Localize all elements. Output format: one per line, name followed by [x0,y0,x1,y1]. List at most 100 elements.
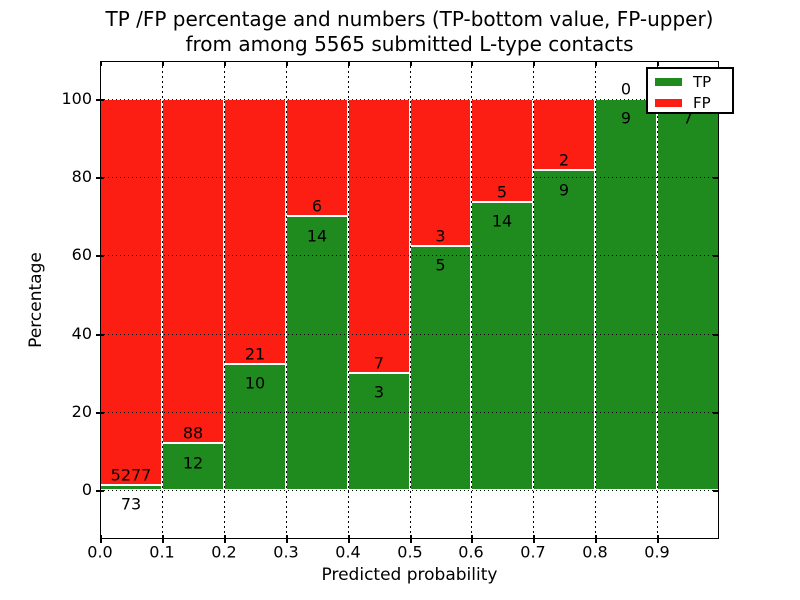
y-tick-right [713,490,718,492]
tp-count-label: 12 [182,453,204,473]
bar-tp-segment [595,98,657,491]
x-gridline [410,61,411,539]
bar-fp-segment [100,98,162,485]
x-tick-top [595,61,597,66]
bar-fp-segment [471,98,533,202]
y-tick-right [713,255,718,257]
x-tick-top [348,61,350,66]
x-gridline [286,61,287,539]
y-gridline [100,490,719,491]
x-gridline [657,61,658,539]
tp-count-label: 9 [620,108,632,128]
y-tick-label: 80 [71,167,92,186]
y-tick-label: 60 [71,245,92,264]
bar-tp-segment [224,363,286,491]
x-tick-top [162,61,164,66]
x-tick-bottom [100,535,102,543]
y-tick-left [96,255,104,257]
x-tick-label: 0.9 [644,542,670,562]
chart-title-line2: from among 5565 submitted L-type contact… [185,32,634,56]
fp-count-label: 21 [244,344,266,364]
x-tick-bottom [657,535,659,543]
bar-fp-segment [162,98,224,444]
y-tick-label: 20 [71,402,92,421]
bar-fp-segment [224,98,286,364]
y-tick-left [96,177,104,179]
legend-swatch-tp [655,78,682,86]
x-tick-label: 0.1 [149,542,175,562]
y-tick-right [713,334,718,336]
y-gridline [100,412,719,413]
fp-count-label: 3 [435,226,446,246]
fp-count-label: 5 [496,182,508,202]
x-gridline [348,61,349,539]
tp-count-label: 10 [244,373,266,393]
x-tick-bottom [286,535,288,543]
x-tick-bottom [162,535,164,543]
fp-count-label: 88 [182,423,204,443]
y-tick-left [96,99,104,101]
legend: TP FP [646,67,734,114]
x-tick-label: 0.3 [273,542,299,562]
fp-count-label: 6 [311,196,323,216]
x-gridline [595,61,596,539]
chart-title: TP /FP percentage and numbers (TP-bottom… [100,7,719,57]
x-tick-top [224,61,226,66]
bar-fp-segment [348,98,410,373]
tp-count-label: 9 [558,180,570,200]
y-tick-label: 0 [81,480,92,499]
x-tick-bottom [410,535,412,543]
fp-count-label: 5277 [110,465,152,485]
x-tick-bottom [224,535,226,543]
bar-fp-segment [410,98,471,246]
x-gridline [533,61,534,539]
x-tick-label: 0.8 [582,542,608,562]
x-tick-label: 0.0 [87,542,113,562]
bar-tp-segment [657,98,719,491]
y-tick-left [96,490,104,492]
y-gridline [100,255,719,256]
x-tick-label: 0.2 [211,542,237,562]
x-tick-label: 0.7 [520,542,546,562]
bar-tp-segment [471,201,533,491]
x-tick-top [471,61,473,66]
x-tick-bottom [533,535,535,543]
bar-tp-segment [533,170,595,491]
tp-count-label: 14 [306,226,328,246]
x-gridline [224,61,225,539]
y-tick-label: 100 [61,89,92,108]
tp-count-label: 73 [120,494,142,514]
x-tick-top [533,61,535,66]
fp-count-label: 2 [558,150,570,170]
y-gridline [100,99,719,100]
x-tick-bottom [471,535,473,543]
chart-title-line1: TP /FP percentage and numbers (TP-bottom… [105,7,714,31]
legend-label-fp: FP [693,94,711,112]
y-gridline [100,334,719,335]
tp-count-label: 14 [491,211,513,231]
tp-count-label: 5 [435,255,446,275]
fp-count-label: 7 [373,353,385,373]
y-tick-left [96,412,104,414]
x-tick-top [657,61,659,66]
legend-label-tp: TP [693,73,712,91]
tp-count-label: 3 [373,382,385,402]
tp-count-label: 7 [682,108,694,128]
x-gridline [162,61,163,539]
y-tick-right [713,412,718,414]
x-tick-top [286,61,288,66]
x-tick-bottom [348,535,350,543]
y-tick-label: 40 [71,324,92,343]
x-tick-label: 0.5 [397,542,423,562]
x-tick-bottom [595,535,597,543]
x-gridline [471,61,472,539]
x-tick-top [410,61,412,66]
fp-count-label: 0 [620,79,632,99]
y-tick-left [96,334,104,336]
x-axis-label: Predicted probability [321,565,498,585]
x-tick-top [100,61,102,66]
x-tick-label: 0.6 [458,542,484,562]
x-tick-label: 0.4 [335,542,361,562]
bar-fp-segment [533,98,595,171]
